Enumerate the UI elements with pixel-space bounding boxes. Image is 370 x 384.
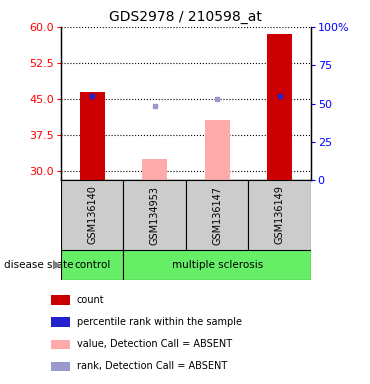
Text: rank, Detection Call = ABSENT: rank, Detection Call = ABSENT — [77, 361, 227, 371]
Text: value, Detection Call = ABSENT: value, Detection Call = ABSENT — [77, 339, 232, 349]
Bar — [51, 339, 70, 349]
Text: count: count — [77, 295, 105, 305]
Title: GDS2978 / 210598_at: GDS2978 / 210598_at — [110, 10, 262, 25]
Text: GSM136140: GSM136140 — [87, 185, 97, 245]
Bar — [61, 180, 124, 250]
Text: control: control — [74, 260, 111, 270]
Bar — [248, 180, 311, 250]
Text: GSM134953: GSM134953 — [150, 185, 160, 245]
Bar — [51, 318, 70, 327]
Bar — [124, 250, 311, 280]
Text: GSM136149: GSM136149 — [275, 185, 285, 245]
Bar — [51, 362, 70, 371]
Text: GSM136147: GSM136147 — [212, 185, 222, 245]
Bar — [205, 121, 230, 180]
Bar — [186, 180, 248, 250]
Text: ▶: ▶ — [53, 260, 61, 270]
Text: disease state: disease state — [4, 260, 73, 270]
Bar — [267, 34, 292, 180]
Bar — [124, 180, 186, 250]
Text: percentile rank within the sample: percentile rank within the sample — [77, 317, 242, 327]
Bar — [142, 159, 167, 180]
Bar — [51, 295, 70, 305]
Bar — [61, 250, 124, 280]
Text: multiple sclerosis: multiple sclerosis — [172, 260, 263, 270]
Bar — [80, 92, 105, 180]
